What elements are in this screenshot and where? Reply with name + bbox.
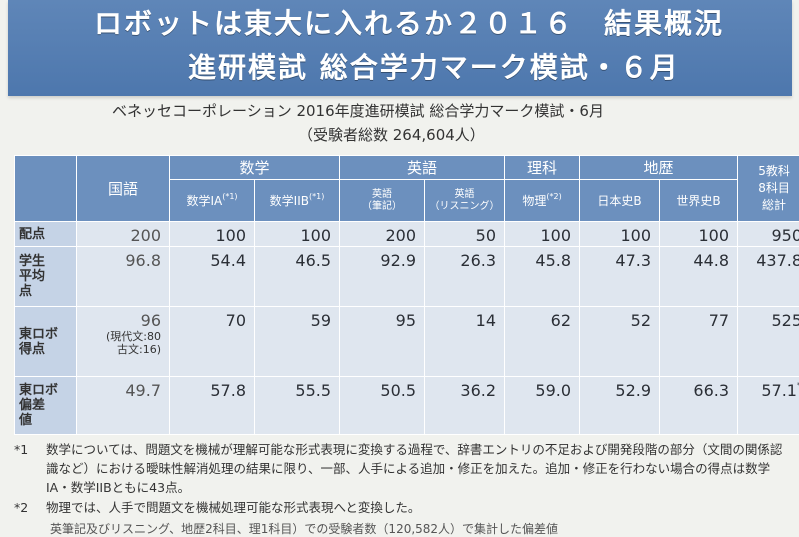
cell-value: 200	[340, 222, 425, 247]
row-label-average: 学生 平均 点	[15, 247, 77, 307]
cell-value: 50	[425, 222, 505, 247]
footnote-text: 物理では、人手で問題文を機械処理可能な形式表現へと変換した。	[46, 500, 420, 515]
table-row-robot-score: 東ロボ 得点 96 (現代文:80 古文:16) 70 59 95 14 62 …	[15, 307, 799, 377]
cell-value: 57.8	[170, 377, 255, 435]
cell-value: 950	[738, 222, 799, 247]
header-math: 数学	[170, 156, 340, 180]
banner-subtitle: 進研模試 総合学力マーク模試・６月	[188, 46, 680, 86]
header-kokugo: 国語	[77, 156, 170, 222]
header-math1a: 数学IA(*1)	[170, 180, 255, 222]
cell-value: 70	[170, 307, 255, 377]
cell-value: 437.8	[738, 247, 799, 307]
cell-value: 46.5	[255, 247, 340, 307]
cell-value: 525	[738, 307, 799, 377]
table-row-average: 学生 平均 点 96.8 54.4 46.5 92.9 26.3 45.8 47…	[15, 247, 799, 307]
cell-value: 77	[660, 307, 738, 377]
cell-value: 52.9	[580, 377, 660, 435]
header-physics: 物理(*2)	[505, 180, 580, 222]
cell-value: 100	[255, 222, 340, 247]
cell-value: 49.7	[77, 377, 170, 435]
corner-cell	[15, 156, 77, 222]
cell-value: 92.9	[340, 247, 425, 307]
footnote-mark: *1	[14, 440, 28, 459]
cell-value: 45.8	[505, 247, 580, 307]
cell-value: 100	[660, 222, 738, 247]
cell-value: 100	[170, 222, 255, 247]
cell-value: 59	[255, 307, 340, 377]
header-english: 英語	[340, 156, 505, 180]
header-whist: 世界史B	[660, 180, 738, 222]
header-english-written: 英語（筆記）	[340, 180, 425, 222]
cell-value: 54.4	[170, 247, 255, 307]
header-jhist: 日本史B	[580, 180, 660, 222]
cell-value: 59.0	[505, 377, 580, 435]
row-label-points: 配点	[15, 222, 77, 247]
footnote-mark: *2	[14, 498, 28, 517]
cell-value: 50.5	[340, 377, 425, 435]
cell-value: 44.8	[660, 247, 738, 307]
footnote-1: *1 数学については、問題文を機械が理解可能な形式表現に変換する過程で、辞書エン…	[14, 440, 794, 497]
cell-value: 100	[505, 222, 580, 247]
cell-value: 55.5	[255, 377, 340, 435]
cell-value: 47.3	[580, 247, 660, 307]
cell-value: 200	[77, 222, 170, 247]
cell-value: 66.3	[660, 377, 738, 435]
header-science: 理科	[505, 156, 580, 180]
header-math2b: 数学IIB(*1)	[255, 180, 340, 222]
row-label-robot-score: 東ロボ 得点	[15, 307, 77, 377]
cell-value: 95	[340, 307, 425, 377]
cell-value: 14	[425, 307, 505, 377]
footnote-2: *2 物理では、人手で問題文を機械処理可能な形式表現へと変換した。	[14, 498, 794, 517]
footnote-text: 数学については、問題文を機械が理解可能な形式表現に変換する過程で、辞書エントリの…	[46, 442, 782, 495]
cell-value: 96.8	[77, 247, 170, 307]
cell-value: 62	[505, 307, 580, 377]
cell-value: 26.3	[425, 247, 505, 307]
header-english-listening: 英語（リスニング）	[425, 180, 505, 222]
footnotes: *1 数学については、問題文を機械が理解可能な形式表現に変換する過程で、辞書エン…	[14, 440, 794, 517]
title-banner: ロボットは東大に入れるか２０１６ 結果概況 進研模試 総合学力マーク模試・６月	[8, 0, 792, 96]
results-table: 国語 数学 英語 理科 地歴 5教科 8科目 総計 数学IA(*1) 数学IIB…	[14, 155, 799, 435]
banner-title: ロボットは東大に入れるか２０１６ 結果概況	[94, 2, 724, 42]
document-subtitle: ベネッセコーポレーション 2016年度進研模試 総合学力マーク模試・6月	[112, 100, 604, 121]
cell-value: 36.2	[425, 377, 505, 435]
table-row-deviation: 東ロボ 偏差 値 49.7 57.8 55.5 50.5 36.2 59.0 5…	[15, 377, 799, 435]
table-row-points: 配点 200 100 100 200 50 100 100 100 950	[15, 222, 799, 247]
examinee-count: （受験者総数 264,604人）	[298, 124, 485, 145]
cell-value: 52	[580, 307, 660, 377]
header-geohist: 地歴	[580, 156, 738, 180]
cell-value-total: 57.1*3	[738, 377, 799, 435]
header-total: 5教科 8科目 総計	[738, 156, 799, 222]
cell-value: 100	[580, 222, 660, 247]
cell-value-kokugo: 96 (現代文:80 古文:16)	[77, 307, 170, 377]
footnote-3-cut-off: 英筆記及びリスニング、地歴2科目、理1科目）での受験者数（120,582人）で集…	[50, 520, 558, 537]
row-label-deviation: 東ロボ 偏差 値	[15, 377, 77, 435]
